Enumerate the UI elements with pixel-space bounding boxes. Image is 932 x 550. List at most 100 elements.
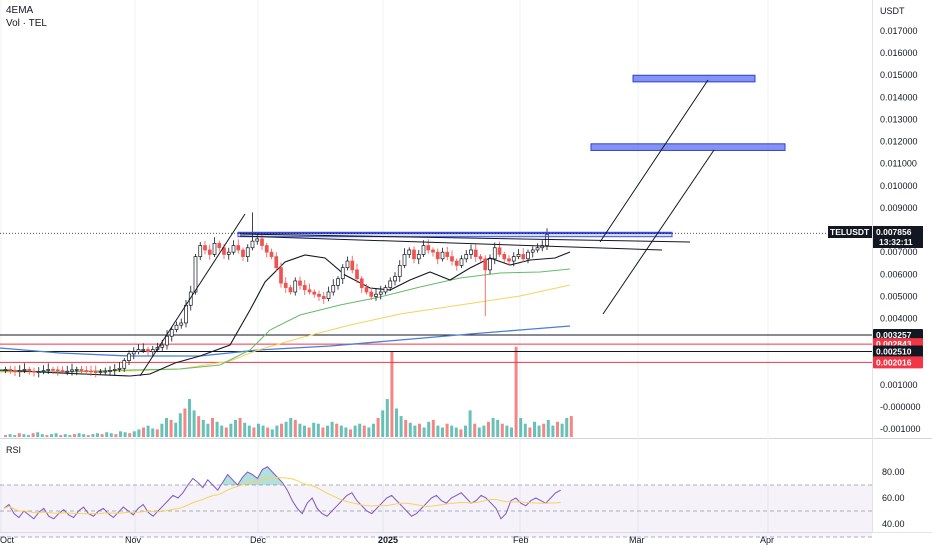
volume-bar xyxy=(201,419,205,437)
volume-bar xyxy=(8,434,12,437)
volume-bar xyxy=(362,425,366,437)
candle-body xyxy=(426,245,431,251)
volume-bar xyxy=(519,418,523,437)
candle-body xyxy=(478,256,483,260)
candle-body xyxy=(393,276,397,282)
candle-body xyxy=(507,258,511,262)
candle-body xyxy=(364,287,369,293)
volume-bar xyxy=(473,423,477,437)
price-tick-label: -0.001000 xyxy=(880,424,921,434)
price-tick-label: 0.016000 xyxy=(880,48,918,58)
volume-bar xyxy=(137,429,141,437)
time-tick-label: Feb xyxy=(513,535,529,545)
volume-bar xyxy=(50,434,53,437)
volume-bar xyxy=(119,431,122,437)
volume-bar xyxy=(91,434,95,437)
level-tag-value: 0.003257 xyxy=(876,330,912,340)
volume-bar xyxy=(109,433,113,437)
candle-body xyxy=(402,254,407,266)
candle-body xyxy=(511,256,516,262)
candle-body xyxy=(350,260,355,271)
candle-body xyxy=(203,245,207,251)
candle-body xyxy=(98,371,103,373)
candle-body xyxy=(450,256,454,262)
time-tick-label: Dec xyxy=(250,535,267,545)
candle-body xyxy=(502,254,507,260)
candle-body xyxy=(312,291,317,295)
candle-body xyxy=(174,324,179,330)
volume-bar xyxy=(178,413,182,437)
volume-bar xyxy=(183,408,187,437)
candle-body xyxy=(302,285,307,291)
candle-body xyxy=(103,370,108,373)
volume-bar xyxy=(546,419,550,437)
volume-bar xyxy=(528,427,532,437)
candle-body xyxy=(317,293,321,297)
candle-body xyxy=(207,249,212,255)
candle-body xyxy=(421,245,426,255)
candle-body xyxy=(55,369,60,372)
volume-bar xyxy=(114,434,118,437)
volume-bar xyxy=(487,421,490,437)
volume-bar xyxy=(266,427,270,437)
volume-bar xyxy=(542,423,546,437)
symbol-tag-name: TELUSDT xyxy=(830,227,870,237)
candle-body xyxy=(150,349,155,353)
candle-body xyxy=(60,370,65,372)
price-tick-label: 0.004000 xyxy=(880,314,918,324)
candle-body xyxy=(17,370,22,372)
volume-bar xyxy=(36,432,40,437)
price-tick-label: 0.009000 xyxy=(880,203,918,213)
candle-body xyxy=(374,293,378,297)
volume-bar xyxy=(441,427,444,437)
time-tick-label: 2025 xyxy=(378,535,398,545)
volume-bar xyxy=(353,425,357,437)
candle-body xyxy=(416,254,421,260)
volume-bar xyxy=(537,425,541,437)
level-tag-box xyxy=(873,328,923,341)
volume-bar xyxy=(422,427,426,437)
candle-body xyxy=(397,265,402,277)
candle-body xyxy=(331,285,336,293)
volume-bar xyxy=(404,419,408,437)
candle-body xyxy=(127,353,131,361)
volume-bar xyxy=(464,425,467,437)
volume-bar xyxy=(450,425,454,437)
candle-body xyxy=(307,289,312,293)
volume-bar xyxy=(206,423,210,437)
volume-bar xyxy=(63,434,67,437)
volume-bar xyxy=(174,422,178,437)
volume-bar xyxy=(293,419,297,437)
level-tag-value: 0.002016 xyxy=(876,357,912,367)
volume-bar xyxy=(505,425,509,437)
candle-body xyxy=(326,291,331,299)
volume-bar xyxy=(211,418,214,437)
indicator-legend[interactable]: 4EMA xyxy=(6,5,34,16)
price-tick-label: 0.006000 xyxy=(880,269,918,279)
volume-bar xyxy=(335,423,339,437)
volume-bar xyxy=(73,434,76,437)
volume-bar xyxy=(316,423,320,437)
volume-bar xyxy=(514,346,518,437)
level-tag-value: 0.002510 xyxy=(876,346,912,356)
candle-body xyxy=(226,251,231,255)
price-tag-box xyxy=(873,226,923,248)
volume-bar xyxy=(247,425,251,437)
candle-body xyxy=(222,247,226,255)
rsi-tick-label: 40.00 xyxy=(882,519,905,529)
candle-body xyxy=(264,245,269,253)
price-tick-label: -0.000000 xyxy=(880,402,921,412)
price-tick-label: 0.010000 xyxy=(880,181,918,191)
candle-body xyxy=(41,370,46,372)
volume-bar xyxy=(436,425,440,437)
candle-body xyxy=(293,280,298,293)
volume-bar xyxy=(197,416,201,437)
volume-bar xyxy=(408,422,412,437)
rsi-label: RSI xyxy=(6,445,21,455)
volume-legend[interactable]: Vol · TEL xyxy=(6,18,47,29)
volume-bar xyxy=(257,423,260,437)
time-tick-label: Apr xyxy=(760,535,774,545)
candle-body xyxy=(193,256,198,293)
candle-body xyxy=(340,267,345,280)
